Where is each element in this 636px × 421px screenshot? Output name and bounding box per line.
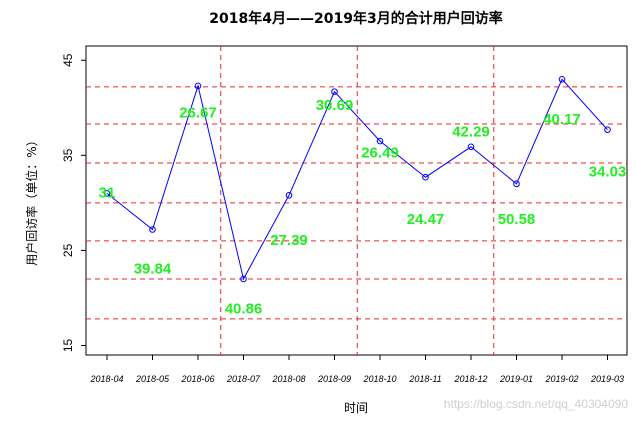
- x-tick-label: 2018-07: [226, 374, 261, 384]
- data-label: 31: [99, 184, 116, 201]
- data-point: [331, 88, 338, 95]
- data-point: [513, 180, 520, 188]
- y-tick-label: 25: [61, 243, 75, 257]
- x-tick-label: 2019-03: [590, 374, 624, 384]
- x-tick-label: 2018-12: [453, 374, 487, 384]
- x-tick-label: 2018-04: [89, 374, 123, 384]
- data-point: [285, 191, 293, 199]
- data-label: 24.47: [407, 211, 445, 228]
- x-tick-label: 2019-02: [544, 374, 578, 384]
- data-label: 40.17: [543, 111, 581, 128]
- data-label: 27.39: [270, 232, 308, 249]
- x-tick-label: 2018-08: [271, 374, 305, 384]
- data-label: 50.58: [498, 211, 536, 228]
- y-axis: 15 25 35 45: [61, 53, 86, 352]
- data-label: 34.03: [589, 163, 627, 180]
- x-axis-label: 时间: [344, 401, 368, 415]
- data-labels: 31 39.84 26.67 40.86 27.39 30.69 26.49 24.47 42.…: [99, 97, 627, 317]
- y-tick-label: 35: [61, 148, 75, 162]
- watermark: https://blog.csdn.net/qq_40304090: [444, 397, 628, 411]
- data-point: [194, 82, 202, 90]
- x-tick-label: 2019-01: [499, 374, 533, 384]
- data-point: [103, 190, 111, 197]
- series-polyline: [106, 78, 608, 281]
- data-point: [467, 143, 475, 151]
- data-label: 30.69: [316, 97, 354, 114]
- x-tick-label: 2018-11: [408, 374, 441, 384]
- x-tick-label: 2018-10: [362, 374, 396, 384]
- data-point: [558, 75, 566, 83]
- data-point: [604, 126, 611, 133]
- data-point: [422, 173, 429, 181]
- data-point: [240, 275, 247, 283]
- x-axis: 2018-04 2018-05 2018-06 2018-07 2018-08 2018-…: [89, 355, 624, 384]
- grid-lines: [86, 46, 627, 355]
- data-label: 26.49: [361, 144, 399, 161]
- series-line: [103, 75, 611, 283]
- data-label: 39.84: [134, 260, 172, 277]
- plot-area: [85, 45, 628, 356]
- chart-title: 2018年4月——2019年3月的合计用户回访率: [209, 10, 502, 27]
- data-point: [376, 137, 384, 145]
- y-tick-label: 15: [61, 338, 75, 352]
- y-axis-label: 用户回访率（单位：%）: [24, 134, 39, 265]
- x-tick-label: 2018-09: [317, 374, 351, 384]
- data-label: 26.67: [179, 104, 217, 121]
- data-label: 42.29: [452, 123, 490, 140]
- x-tick-label: 2018-05: [135, 374, 170, 384]
- y-tick-label: 45: [61, 53, 75, 67]
- data-label: 40.86: [225, 300, 263, 317]
- x-tick-label: 2018-06: [180, 374, 214, 384]
- plot-frame: [85, 45, 628, 356]
- data-point: [149, 226, 156, 233]
